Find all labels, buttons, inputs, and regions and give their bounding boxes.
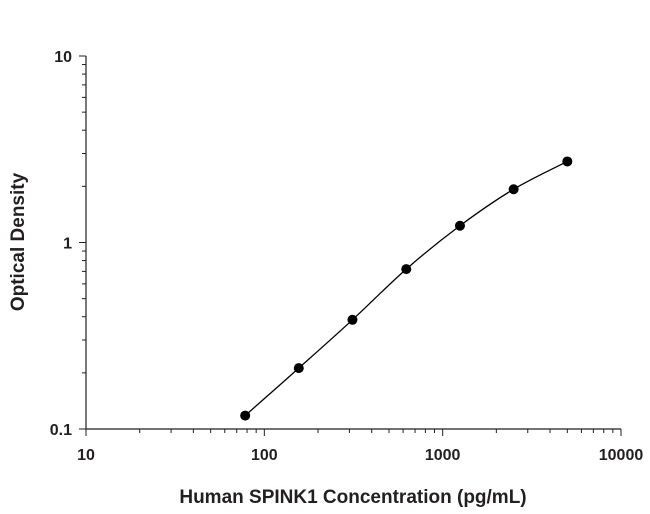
axes bbox=[85, 56, 621, 430]
x-tick-label: 1000 bbox=[425, 447, 461, 464]
x-axis-label: Human SPINK1 Concentration (pg/mL) bbox=[179, 487, 526, 508]
y-tick-label: 0.1 bbox=[50, 422, 72, 439]
data-point bbox=[401, 264, 412, 275]
ticks bbox=[79, 55, 622, 436]
tick-labels: 10 100 1000 10000 0.1 1 10 bbox=[50, 49, 644, 464]
data-point bbox=[240, 410, 251, 421]
data-point bbox=[454, 220, 465, 231]
y-axis-label: Optical Density bbox=[8, 172, 29, 311]
x-tick-label: 10 bbox=[77, 447, 95, 464]
x-tick-label: 10000 bbox=[599, 447, 644, 464]
data-point bbox=[562, 156, 573, 167]
y-tick-label: 1 bbox=[63, 236, 72, 253]
data-point bbox=[347, 314, 358, 325]
data-point bbox=[508, 184, 519, 195]
data-points bbox=[240, 156, 573, 421]
y-tick-label: 10 bbox=[54, 49, 72, 66]
fit-curve bbox=[244, 160, 568, 417]
x-tick-label: 100 bbox=[251, 447, 278, 464]
data-point bbox=[293, 363, 304, 374]
